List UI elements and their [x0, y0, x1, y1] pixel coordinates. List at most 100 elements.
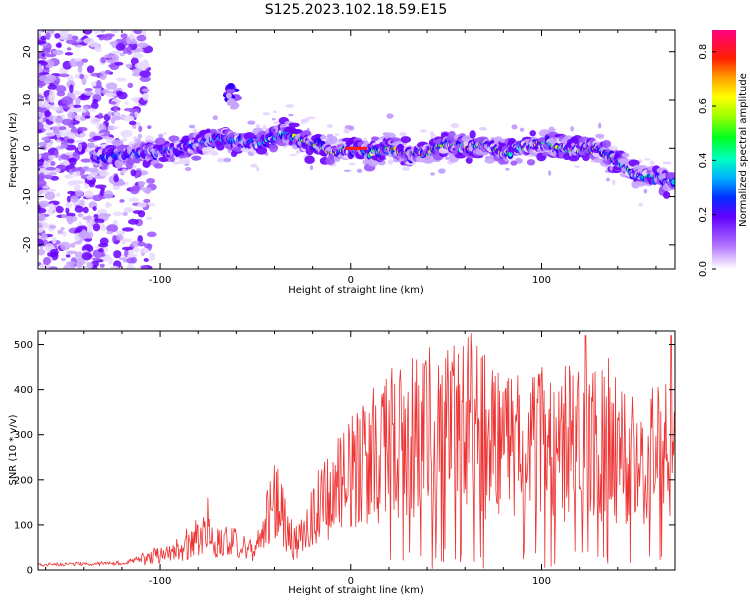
noise-blob — [58, 155, 62, 162]
noise-blob — [47, 30, 55, 34]
noise-blob — [127, 82, 134, 89]
noise-blob — [56, 122, 62, 127]
noise-blob — [44, 110, 51, 118]
ridge-halo — [178, 158, 191, 165]
noise-blob — [87, 142, 95, 149]
snr-panel: -100 0 100 0 100 200 300 400 500 Height of stra… — [8, 330, 676, 596]
ridge-halo — [288, 122, 300, 128]
noise-blob — [226, 88, 236, 94]
noise-blob — [250, 163, 258, 168]
noise-blob — [76, 107, 83, 112]
noise-blob — [135, 48, 144, 53]
noise-blob — [54, 116, 64, 124]
noise-blob — [127, 266, 133, 269]
spectrogram-y-ticks: -20 -10 0 10 20 — [22, 45, 675, 253]
colorbar-tick-label: 0.4 — [698, 152, 709, 168]
noise-blob — [94, 218, 105, 224]
noise-blob — [79, 198, 86, 208]
noise-blob — [66, 212, 76, 217]
noise-blob — [479, 127, 487, 131]
noise-blob — [48, 154, 57, 160]
noise-blob — [132, 124, 137, 129]
noise-blob — [112, 115, 122, 121]
ridge-halo — [216, 142, 225, 151]
noise-blob — [50, 161, 56, 166]
noise-blob — [54, 33, 61, 39]
noise-blob — [142, 186, 153, 193]
noise-blob — [86, 175, 94, 181]
noise-blob — [128, 197, 140, 202]
noise-blob — [438, 168, 446, 174]
noise-blob — [223, 157, 232, 163]
noise-blob — [38, 189, 48, 195]
x-tick-label: -100 — [149, 576, 172, 587]
noise-blob — [65, 207, 70, 215]
ridge-halo — [88, 167, 99, 173]
noise-blob — [121, 246, 134, 251]
ridge-halo — [292, 129, 304, 135]
noise-blob — [130, 57, 139, 66]
noise-blob — [228, 97, 235, 104]
noise-blob — [146, 178, 156, 184]
noise-blob — [137, 202, 147, 208]
noise-blob — [162, 132, 167, 135]
noise-blob — [38, 167, 41, 172]
colorbar-tick-label: 0.0 — [698, 261, 709, 277]
noise-blob — [71, 167, 82, 172]
noise-blob — [52, 49, 64, 56]
noise-blob — [326, 124, 334, 128]
ridge-halo — [314, 133, 322, 139]
noise-blob — [231, 102, 240, 109]
noise-blob — [126, 46, 132, 53]
x-tick-label: -100 — [149, 275, 172, 286]
ridge-halo — [621, 152, 630, 158]
noise-blob — [81, 252, 93, 261]
noise-blob — [92, 206, 97, 211]
noise-blob — [61, 118, 74, 126]
colorbar-ticks: 0.0 0.2 0.4 0.6 0.8 — [698, 44, 716, 277]
noise-blob — [76, 261, 83, 268]
noise-blob — [61, 213, 67, 219]
ridge-halo — [370, 136, 379, 142]
noise-blob — [262, 112, 271, 116]
noise-blob — [62, 231, 67, 237]
noise-blob — [142, 92, 149, 101]
ridge-halo — [390, 137, 401, 142]
noise-blob — [53, 128, 60, 134]
noise-blob — [45, 188, 57, 192]
noise-blob — [67, 190, 75, 195]
noise-blob — [66, 195, 71, 203]
noise-blob — [90, 117, 100, 125]
noise-blob — [143, 198, 151, 204]
noise-blob — [349, 125, 355, 131]
noise-blob — [116, 77, 127, 82]
colorbar-gradient — [712, 30, 736, 269]
noise-blob — [445, 156, 449, 160]
noise-blob — [70, 106, 76, 112]
noise-blob — [45, 142, 53, 150]
x-tick-label: 100 — [532, 576, 551, 587]
noise-blob — [74, 205, 84, 213]
noise-blob — [96, 79, 102, 89]
noise-blob — [112, 234, 117, 243]
noise-blob — [158, 133, 164, 138]
noise-blob — [67, 112, 77, 119]
noise-blob — [136, 34, 147, 42]
colorbar-tick-label: 0.2 — [698, 207, 709, 223]
noise-blob — [82, 206, 89, 214]
noise-blob — [116, 234, 124, 241]
noise-blob — [115, 43, 126, 51]
noise-blob — [611, 179, 616, 186]
noise-blob — [74, 251, 84, 259]
noise-blob — [55, 42, 62, 48]
noise-blob — [71, 42, 80, 46]
noise-blob — [63, 263, 75, 269]
noise-blob — [343, 128, 351, 134]
noise-blob — [43, 174, 53, 180]
noise-blob — [94, 184, 107, 189]
noise-blob — [80, 58, 89, 63]
noise-blob — [92, 257, 101, 261]
noise-blob — [107, 111, 113, 117]
noise-blob — [38, 213, 46, 222]
y-tick-label: -10 — [22, 188, 33, 204]
